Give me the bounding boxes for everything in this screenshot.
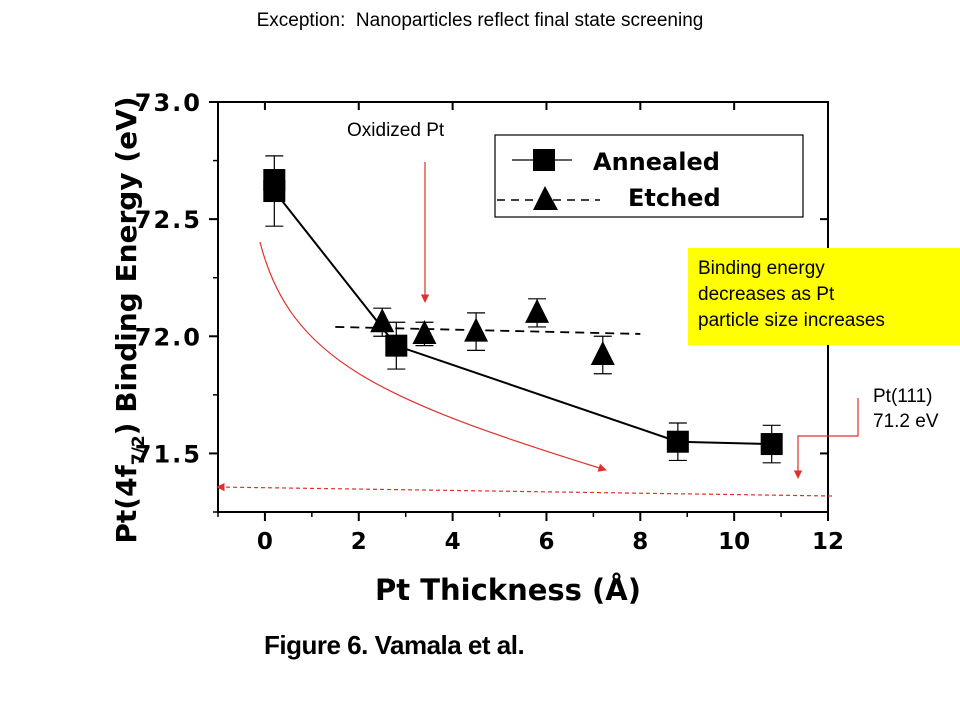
etched-point (464, 317, 489, 342)
x-tick-label: 0 (257, 529, 273, 555)
y-tick-label: 71.5 (135, 440, 202, 468)
reference-bracket-arrow (793, 398, 859, 479)
slide-heading: Exception: Nanoparticles reflect final s… (256, 10, 704, 31)
trend-curve-arrow (259, 241, 607, 472)
y-axis-label: Pt(4f7/2) Binding Energy (eV) (110, 96, 149, 543)
etched-point (590, 341, 615, 366)
etched-point (370, 308, 395, 333)
x-axis-label: Pt Thickness (Å) (375, 573, 641, 607)
annealed-line (273, 190, 772, 446)
y-tick-label: 72.5 (135, 206, 202, 234)
trend-note-line-2: decreases as Pt (698, 284, 835, 305)
x-tick-label: 2 (351, 529, 367, 555)
reference-dotted-arrow (216, 482, 833, 497)
pt111-reference-name: Pt(111) (873, 386, 933, 407)
annealed-point (666, 430, 689, 453)
y-tick-label: 73.0 (135, 89, 202, 117)
chart-legend: Annealed Etched (494, 134, 804, 218)
legend-marker-annealed (533, 149, 555, 171)
x-tick-label: 6 (538, 529, 554, 555)
trend-note-line-3: particle size increases (698, 310, 885, 331)
y-axis-label-part-1: Pt(4f (110, 464, 143, 543)
etched-point (412, 319, 437, 344)
annealed-point-overlap (263, 169, 286, 192)
legend-label-annealed: Annealed (593, 148, 720, 176)
pt111-reference-label: Pt(111) 71.2 eV (873, 384, 939, 434)
svg-text:Pt(4f7/2) Binding Energy (eV): Pt(4f7/2) Binding Energy (eV) (110, 96, 149, 543)
trend-note-line-1: Binding energy (698, 258, 825, 279)
x-tick-label: 4 (445, 529, 461, 555)
x-tick-label: 10 (718, 529, 750, 555)
trend-note-box: Binding energy decreases as Pt particle … (688, 248, 960, 345)
y-axis-label-subscript: 7/2 (129, 435, 149, 465)
annealed-point (760, 433, 783, 456)
etched-point (525, 298, 550, 323)
legend-marker-etched (533, 186, 558, 210)
figure-caption: Figure 6. Vamala et al. (264, 630, 525, 660)
pt111-reference-value: 71.2 eV (873, 411, 939, 432)
legend-label-etched: Etched (628, 184, 721, 212)
oxidized-pt-label: Oxidized Pt (347, 120, 445, 141)
annealed-point (385, 334, 408, 357)
y-tick-label: 72.0 (135, 323, 202, 351)
x-tick-label: 8 (632, 529, 648, 555)
y-axis-label-part-2: ) Binding Energy (eV) (110, 96, 143, 435)
x-tick-label: 12 (812, 529, 844, 555)
